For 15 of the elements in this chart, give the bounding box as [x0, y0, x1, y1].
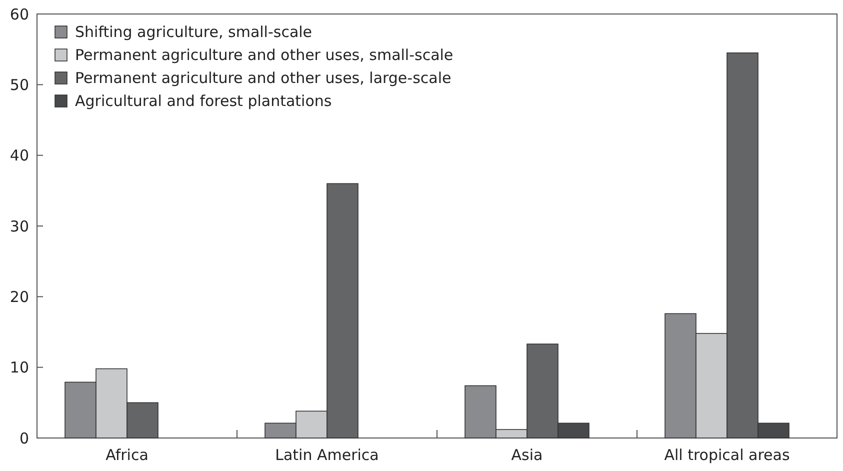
x-tick-label: All tropical areas	[664, 446, 790, 464]
legend-label: Permanent agriculture and other uses, small-scale	[75, 46, 454, 64]
y-tick-label: 50	[10, 76, 29, 94]
legend-label: Permanent agriculture and other uses, large-scale	[75, 69, 452, 87]
x-tick-label: Latin America	[275, 446, 379, 464]
y-tick-label: 0	[19, 429, 29, 448]
x-tick-label: Asia	[511, 446, 543, 464]
legend-label: Shifting agriculture, small-scale	[75, 23, 312, 41]
y-tick-label: 60	[10, 5, 29, 24]
legend-label: Agricultural and forest plantations	[75, 92, 332, 110]
y-tick-label: 10	[10, 358, 29, 377]
y-tick-label: 20	[10, 288, 29, 306]
y-tick-label: 40	[10, 146, 29, 165]
x-tick-label: Africa	[106, 446, 148, 464]
y-tick-label: 30	[10, 217, 29, 236]
